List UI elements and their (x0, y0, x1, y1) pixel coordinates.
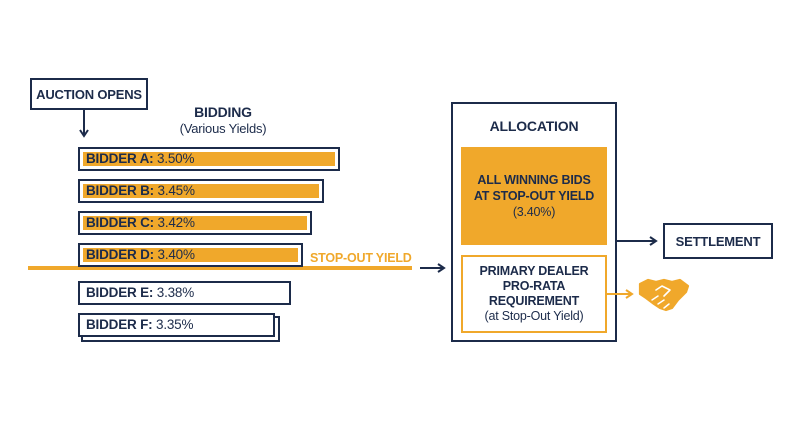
bidder-label: BIDDER E: 3.38% (86, 283, 194, 303)
bidder-label: BIDDER F: 3.35% (86, 315, 193, 335)
bidder-label: BIDDER B: 3.45% (86, 181, 195, 201)
stop-out-line (28, 266, 412, 270)
stop-out-yield-label: STOP-OUT YIELD (310, 251, 412, 265)
bidder-yield: 3.40% (157, 247, 195, 262)
winning-bids-yield: (3.40%) (512, 205, 556, 219)
primary-dealer-line: PRO-RATA (502, 279, 566, 293)
bidding-subtitle: (Various Yields) (179, 121, 267, 136)
primary-dealer-note: (at Stop-Out Yield) (484, 309, 584, 323)
winning-bids-line: AT STOP-OUT YIELD (473, 189, 595, 203)
bidder-name: BIDDER D: (86, 247, 154, 262)
bidder-bar-f: BIDDER F: 3.35% (78, 313, 275, 337)
bidder-bar-fill (83, 216, 307, 230)
bidder-bar-e: BIDDER E: 3.38% (78, 281, 291, 305)
bidder-name: BIDDER A: (86, 151, 154, 166)
auction-opens-label: AUCTION OPENS (36, 86, 142, 102)
bidder-bar-d: BIDDER D: 3.40% (78, 243, 303, 267)
bidder-yield: 3.38% (156, 285, 195, 300)
handshake-icon (638, 278, 690, 312)
winning-bids-line: ALL WINNING BIDS (477, 173, 591, 187)
bidder-name: BIDDER B: (86, 183, 154, 198)
primary-dealer-box: PRIMARY DEALER PRO-RATA REQUIREMENT (at … (461, 255, 607, 333)
allocation-title: ALLOCATION (489, 118, 579, 134)
bidder-bar-fill (83, 184, 319, 198)
bidder-bar-fill (83, 248, 298, 262)
bidder-bar-b: BIDDER B: 3.45% (78, 179, 324, 203)
winning-bids-box: ALL WINNING BIDS AT STOP-OUT YIELD (3.40… (461, 147, 607, 245)
bidder-yield: 3.42% (157, 215, 195, 230)
bidder-label: BIDDER A: 3.50% (86, 149, 194, 169)
primary-dealer-line: REQUIREMENT (488, 294, 580, 308)
bidder-label: BIDDER D: 3.40% (86, 245, 195, 265)
bidder-name: BIDDER F: (86, 317, 153, 332)
primary-dealer-line: PRIMARY DEALER (479, 264, 589, 278)
settlement-box: SETTLEMENT (663, 223, 773, 259)
bidding-title: BIDDING (194, 104, 252, 120)
bidder-bar-c: BIDDER C: 3.42% (78, 211, 312, 235)
bidder-bar-fill (83, 152, 335, 166)
bidder-yield: 3.35% (156, 317, 194, 332)
bidder-yield: 3.50% (157, 151, 195, 166)
settlement-label: SETTLEMENT (675, 233, 761, 249)
bidder-label: BIDDER C: 3.42% (86, 213, 195, 233)
bidder-name: BIDDER C: (86, 215, 154, 230)
bidder-yield: 3.45% (157, 183, 195, 198)
auction-opens-box: AUCTION OPENS (30, 78, 148, 110)
bidder-bar-a: BIDDER A: 3.50% (78, 147, 340, 171)
bidder-name: BIDDER E: (86, 285, 154, 300)
